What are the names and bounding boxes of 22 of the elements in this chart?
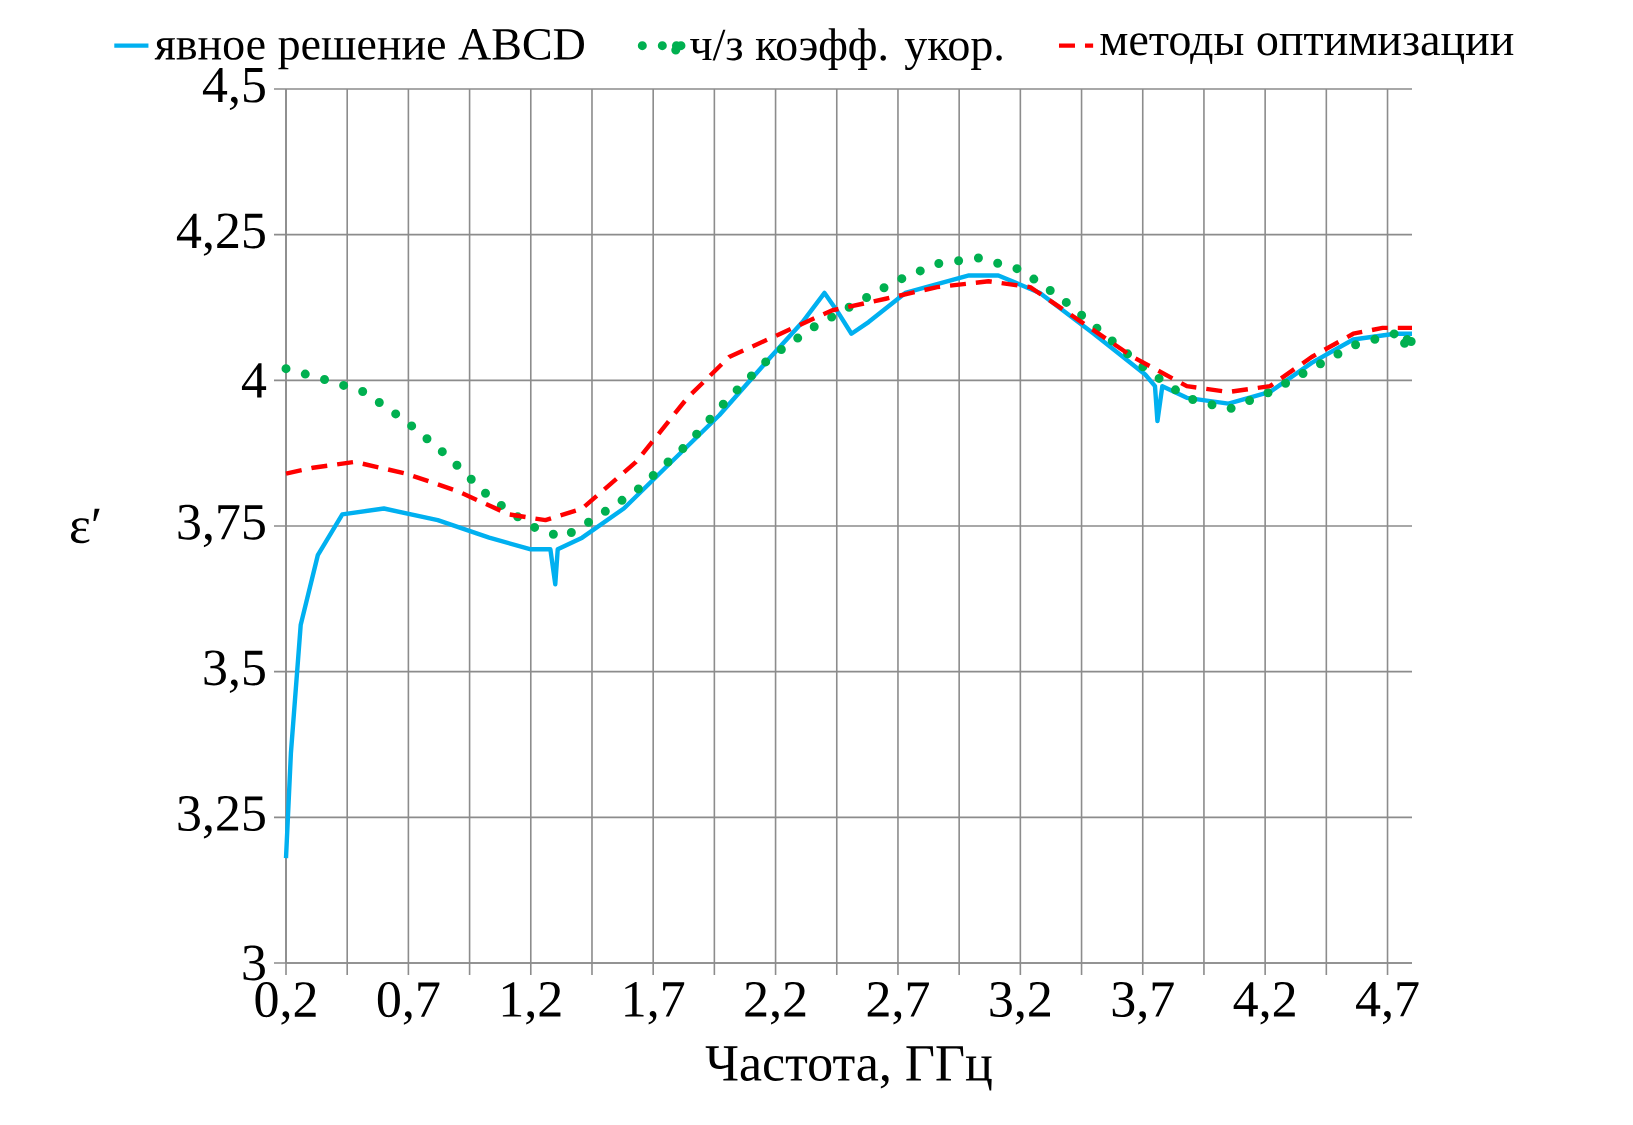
x-tick-label: 0,2	[255, 982, 316, 1025]
x-tick-label: 4,2	[1233, 982, 1295, 1025]
y-tick-label: 3,75	[178, 504, 265, 548]
y-tick-label: 3,25	[178, 796, 265, 839]
legend-label: методы оптимизации	[1100, 33, 1514, 64]
y-tick-label: 3,5	[204, 650, 265, 693]
y-tick-label: 3	[243, 945, 265, 981]
x-axis-title: Частота, ГГц	[705, 1046, 992, 1091]
y-axis-title: ε′	[71, 508, 100, 544]
x-tick-label: 1,2	[502, 982, 561, 1025]
legend-label: ч/з коэфф. укор.	[690, 28, 1002, 71]
y-tick-label: 4,25	[176, 213, 265, 256]
x-tick-label: 2,7	[867, 982, 929, 1025]
y-tick-label: 4,5	[202, 67, 265, 111]
x-tick-label: 3,7	[1112, 982, 1174, 1025]
x-tick-label: 3,2	[990, 982, 1050, 1025]
line-series	[283, 279, 1415, 523]
x-tick-label: 0,7	[377, 982, 440, 1025]
y-tick-label: 4	[241, 363, 267, 398]
x-tick-label: 2,2	[745, 982, 806, 1025]
x-tick-label: 4,7	[1356, 982, 1419, 1025]
x-tick-label: 1,7	[625, 982, 685, 1025]
